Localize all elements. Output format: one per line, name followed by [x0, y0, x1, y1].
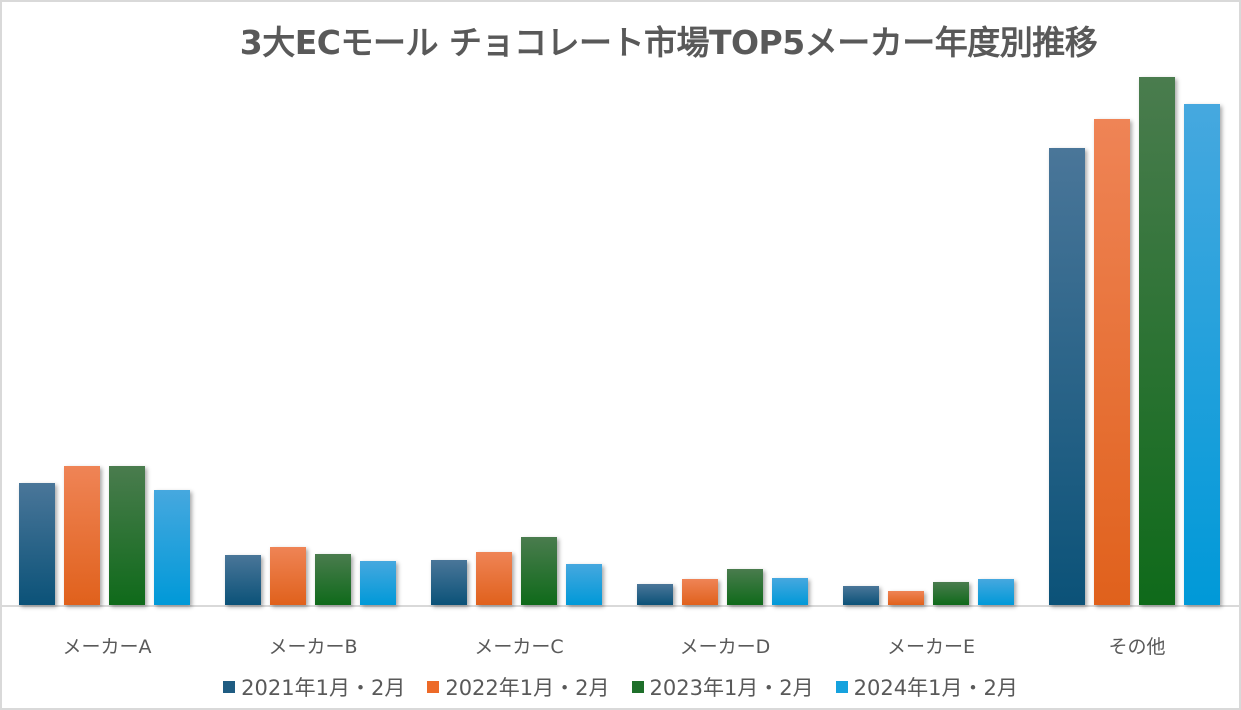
bar: 53	[476, 552, 512, 605]
bar: 501	[1184, 104, 1220, 605]
x-axis-line	[2, 605, 1239, 607]
x-axis-category-label: メーカーD	[679, 636, 771, 658]
bar: 26	[682, 579, 718, 605]
bar: 122	[19, 483, 55, 605]
legend-item: 2021年1月・2月	[223, 672, 405, 702]
bar: 51	[315, 554, 351, 605]
legend-item: 2024年1月・2月	[835, 672, 1018, 702]
bar: 44	[360, 561, 396, 605]
bar: 139	[109, 466, 145, 605]
legend-swatch-icon	[835, 681, 848, 693]
bar: 139	[64, 466, 100, 605]
bar: 68	[521, 537, 557, 605]
bar: 26	[978, 579, 1014, 605]
chart-title: 3大ECモール チョコレート市場TOP5メーカー年度別推移	[239, 23, 1098, 62]
legend-label: 2022年1月・2月	[445, 676, 610, 700]
legend-item: 2023年1月・2月	[631, 672, 814, 702]
x-axis-category-label: メーカーC	[474, 636, 564, 658]
bar: 14	[888, 591, 924, 605]
bar: 486	[1094, 119, 1130, 605]
bar: 50	[225, 555, 261, 605]
bar: 115	[154, 490, 190, 605]
bar: 45	[431, 560, 467, 605]
bar: 27	[772, 578, 808, 605]
bar: 58	[270, 547, 306, 605]
bar: 528	[1139, 77, 1175, 605]
bar: 457	[1049, 148, 1085, 605]
x-axis-category-label: その他	[1108, 636, 1166, 658]
x-axis-category-label: メーカーE	[886, 636, 975, 658]
legend-swatch-icon	[223, 681, 236, 693]
legend-swatch-icon	[631, 681, 644, 693]
legend-swatch-icon	[427, 681, 440, 693]
bar: 36	[727, 569, 763, 605]
legend-label: 2023年1月・2月	[649, 676, 814, 700]
bar: 41	[566, 564, 602, 605]
legend-label: 2021年1月・2月	[241, 676, 406, 700]
bar: 23	[933, 582, 969, 605]
legend: 2021年1月・2月 2022年1月・2月 2023年1月・2月 2024年1月・2月	[0, 672, 1241, 702]
bar: 19	[843, 586, 879, 605]
legend-item: 2022年1月・2月	[427, 672, 610, 702]
legend-label: 2024年1月・2月	[853, 676, 1018, 700]
bar: 21	[637, 584, 673, 605]
x-axis-category-label: メーカーB	[268, 636, 358, 658]
x-axis-category-label: メーカーA	[62, 636, 152, 658]
